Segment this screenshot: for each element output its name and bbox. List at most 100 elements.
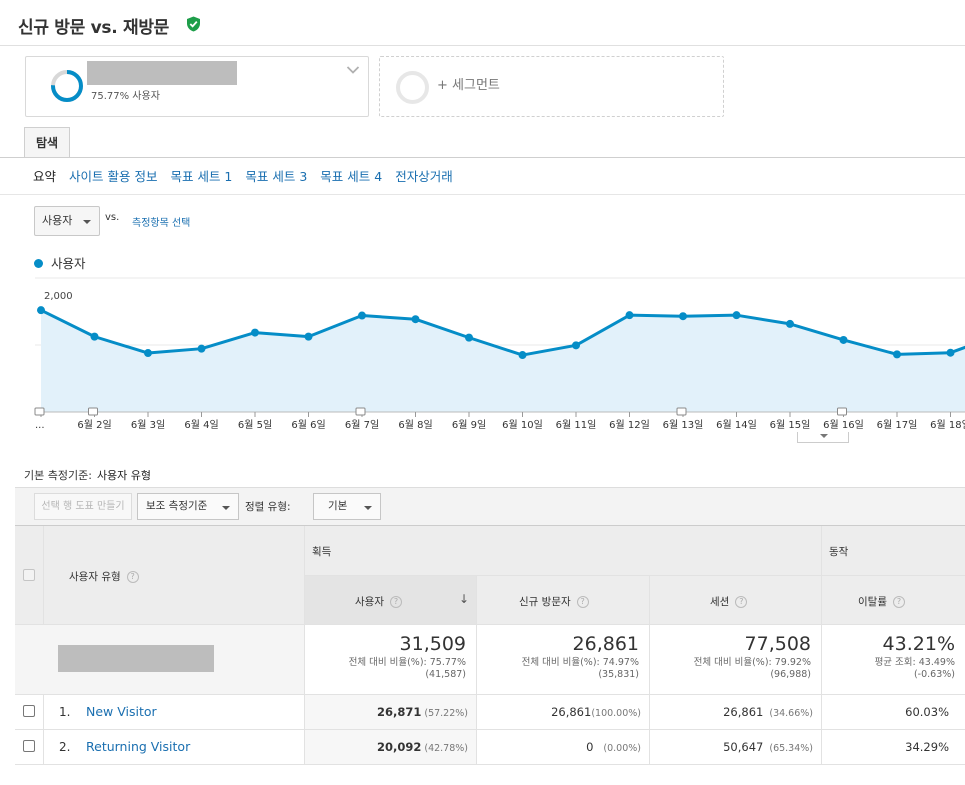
tab-divider (0, 157, 965, 158)
chevron-down-icon[interactable] (346, 65, 360, 75)
select-all-cell (15, 526, 44, 625)
col-bounce-label: 이탈률 (858, 596, 887, 608)
subnav-ecommerce[interactable]: 전자상거래 (395, 169, 453, 184)
total-users-share: 전체 대비 비율(%): 75.77% (348, 657, 466, 668)
secondary-dimension-dropdown[interactable]: 보조 측정기준 (137, 493, 239, 520)
row-new-users-number: 0 (586, 740, 594, 754)
data-point (625, 311, 634, 320)
help-icon[interactable]: ? (892, 596, 905, 608)
add-segment-button[interactable]: + 세그먼트 (379, 56, 724, 117)
total-bounce-delta: (-0.63%) (913, 669, 955, 680)
x-tick-label: 6월 15일 (770, 419, 811, 431)
total-bounce-avg: 평균 조회: 43.49% (874, 657, 955, 668)
total-sessions-cell: 77,508 전체 대비 비율(%): 79.92% (96,988) (650, 625, 822, 695)
primary-dimension-value[interactable]: 사용자 유형 (96, 469, 152, 482)
table-row-sessions: 26,861 (34.66%) (650, 695, 822, 730)
total-new-users-cell: 26,861 전체 대비 비율(%): 74.97% (35,831) (477, 625, 650, 695)
add-segment-label: + 세그먼트 (437, 78, 500, 93)
row-checkbox[interactable] (23, 705, 35, 717)
report-subnav: 요약 사이트 활용 정보 목표 세트 1 목표 세트 3 목표 세트 4 전자상거래 (33, 166, 466, 184)
row-new-users-value: 26,861(100.00%) (551, 705, 641, 719)
col-new-users-title: 신규 방문자? (519, 594, 589, 609)
dimension-header[interactable]: 사용자 유형? (69, 569, 139, 584)
table-row-new-users: 26,861(100.00%) (477, 695, 650, 730)
annotation-marker-icon (88, 407, 98, 416)
total-users-value: 31,509 (399, 633, 466, 655)
col-users-title: 사용자? (355, 594, 402, 609)
caret-down-icon (364, 506, 372, 510)
row-users-value: 20,092 (42.78%) (377, 740, 468, 754)
annotation-marker-icon (837, 407, 847, 416)
x-tick-label: 6월 3일 (131, 419, 165, 431)
sort-type-dropdown[interactable]: 기본 (313, 493, 381, 520)
data-table: 사용자 유형? 획득 동작 사용자? ↓ 신규 방문자? 세션? 이탈률? 31… (15, 525, 965, 765)
help-icon[interactable]: ? (389, 596, 402, 608)
x-tick-label: 6월 18일 (930, 419, 965, 431)
row-new-users-pct: (100.00%) (591, 708, 641, 719)
row-sessions-value: 26,861 (34.66%) (723, 705, 813, 719)
x-tick-label: 6월 11일 (556, 419, 597, 431)
table-row-checkbox-cell (15, 695, 44, 730)
x-tick-label: ... (35, 420, 45, 431)
row-sessions-number: 26,861 (723, 705, 764, 719)
table-row-checkbox-cell (15, 730, 44, 765)
col-users-header[interactable]: 사용자? ↓ (305, 576, 477, 625)
subnav-goal-set-1[interactable]: 목표 세트 1 (170, 169, 233, 184)
page-title: 신규 방문 vs. 재방문 (18, 18, 169, 38)
x-tick-label: 6월 5일 (238, 419, 272, 431)
help-icon[interactable]: ? (126, 571, 139, 583)
row-link-returning-visitor[interactable]: Returning Visitor (86, 739, 191, 754)
metric-dropdown[interactable]: 사용자 (34, 206, 100, 236)
col-bounce-header[interactable]: 이탈률? (822, 576, 965, 625)
group-acquisition: 획득 (305, 526, 822, 576)
x-tick-label: 6월 17일 (877, 419, 918, 431)
dimension-header-cell: 사용자 유형? (44, 526, 305, 625)
shield-check-icon (187, 16, 200, 32)
col-sessions-header[interactable]: 세션? (650, 576, 822, 625)
data-point (679, 312, 687, 321)
data-point (893, 350, 901, 359)
legend-label: 사용자 (51, 256, 86, 271)
x-tick-label: 6월 10일 (502, 419, 543, 431)
data-point (37, 306, 45, 315)
row-sessions-number: 50,647 (723, 740, 764, 754)
col-new-users-header[interactable]: 신규 방문자? (477, 576, 650, 625)
subnav-goal-set-3[interactable]: 목표 세트 3 (245, 169, 308, 184)
table-toolbar: 선택 행 도표 만들기 보조 측정기준 정렬 유형: 기본 (15, 487, 965, 525)
segment-percent: 75.77% 사용자 (91, 91, 160, 102)
chart-legend: 사용자 (34, 253, 86, 272)
segment-card-active[interactable]: 75.77% 사용자 (25, 56, 369, 117)
subnav-site-usage[interactable]: 사이트 활용 정보 (69, 169, 158, 184)
data-point (411, 315, 420, 324)
sort-type-value: 기본 (328, 500, 348, 512)
data-point (304, 332, 313, 341)
data-point (572, 341, 580, 350)
data-point (946, 348, 955, 357)
tab-explore[interactable]: 탐색 (24, 127, 70, 158)
help-icon[interactable]: ? (576, 596, 589, 608)
select-all-checkbox[interactable] (23, 569, 35, 581)
plot-rows-button[interactable]: 선택 행 도표 만들기 (34, 493, 132, 520)
row-sessions-value: 50,647 (65.34%) (723, 740, 813, 754)
row-new-users-number: 26,861 (551, 705, 592, 719)
subnav-goal-set-4[interactable]: 목표 세트 4 (320, 169, 383, 184)
row-bounce-value: 34.29% (905, 740, 949, 754)
subnav-summary[interactable]: 요약 (33, 169, 57, 184)
group-behavior-label: 동작 (829, 546, 849, 558)
chart-expand-handle[interactable] (797, 432, 849, 443)
vs-label: vs. (105, 212, 120, 223)
primary-dimension: 기본 측정기준: 사용자 유형 (24, 467, 151, 483)
x-tick-label: 6월 7일 (345, 419, 379, 431)
segment-name-redacted (87, 61, 237, 85)
select-metric-link[interactable]: 측정항목 선택 (132, 218, 191, 229)
row-checkbox[interactable] (23, 740, 35, 752)
total-sessions-overall: (96,988) (770, 669, 811, 680)
x-tick-label: 6월 12일 (609, 419, 650, 431)
total-new-users-overall: (35,831) (598, 669, 639, 680)
row-link-new-visitor[interactable]: New Visitor (86, 704, 157, 719)
col-bounce-title: 이탈률? (858, 594, 905, 609)
help-icon[interactable]: ? (735, 596, 748, 608)
col-sessions-title: 세션? (710, 594, 748, 609)
